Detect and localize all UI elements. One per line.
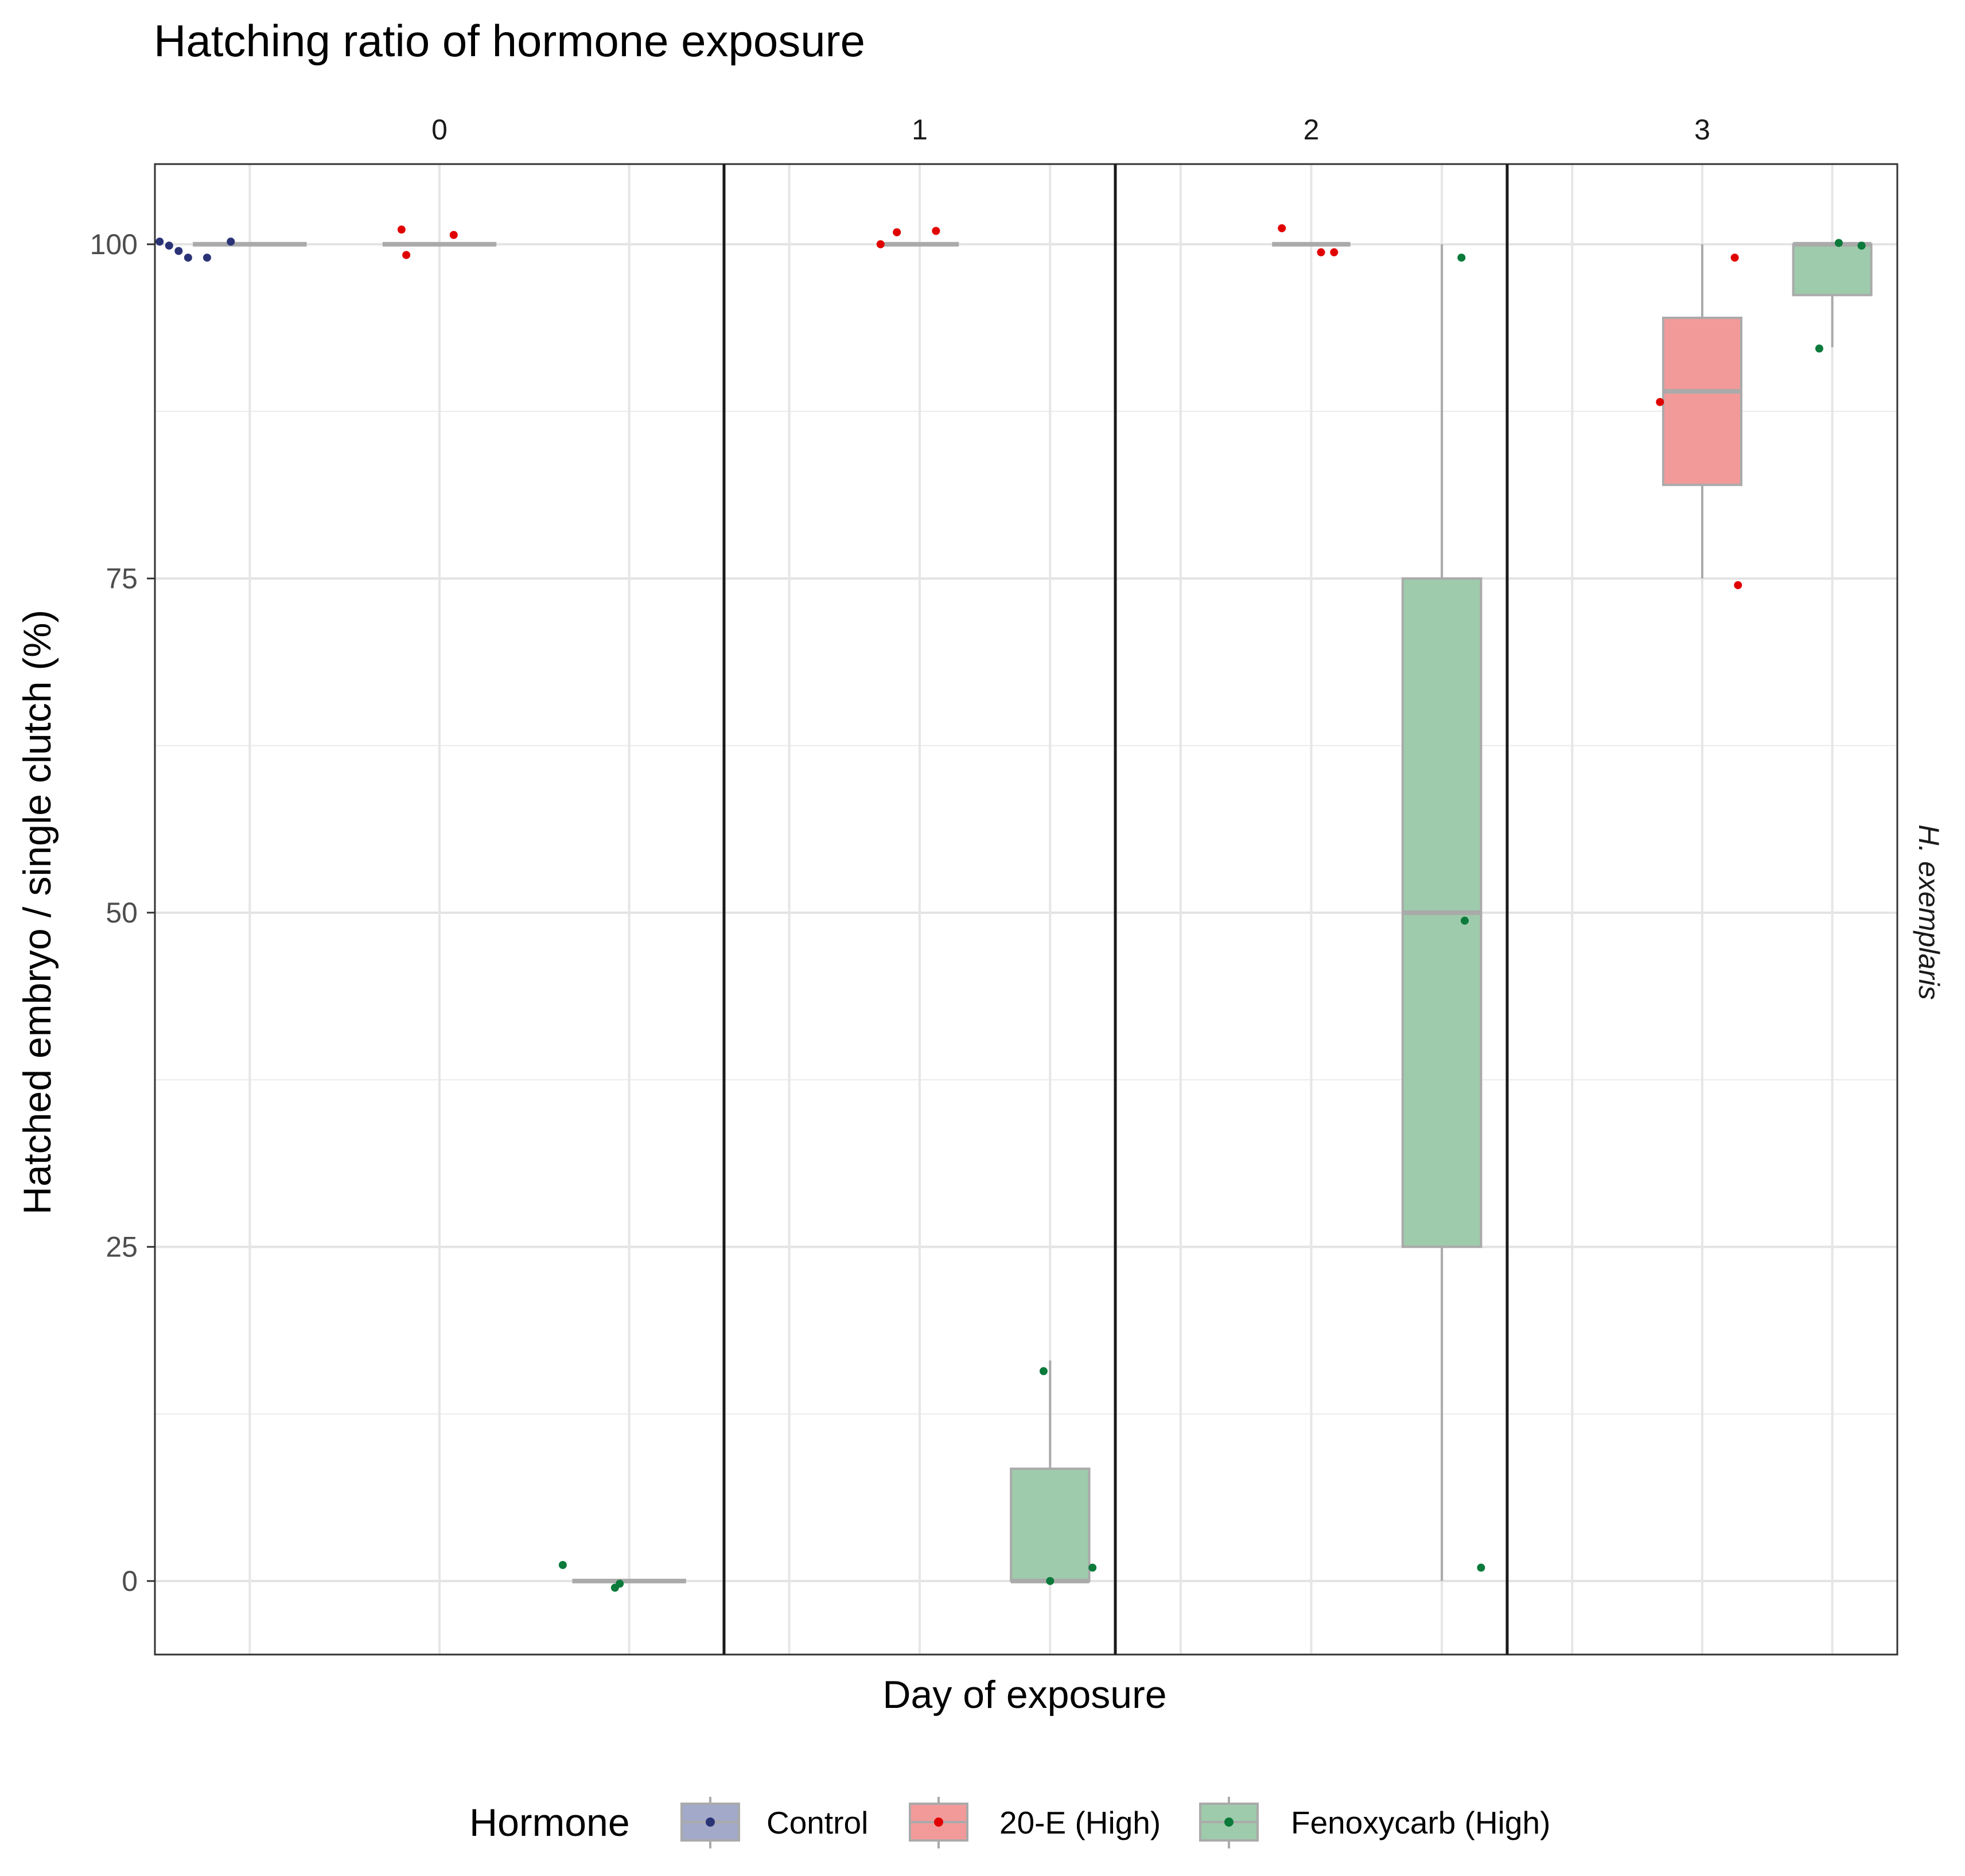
data-point (449, 231, 458, 239)
data-point (1835, 239, 1843, 247)
legend-label: 20-E (High) (999, 1805, 1161, 1840)
data-point (1457, 254, 1466, 262)
box-body (1662, 316, 1742, 486)
data-point (876, 240, 885, 248)
box-fenoxycarb-high--day-3 (1792, 242, 1873, 348)
facet-panels (154, 163, 1898, 1656)
y-tick-label: 50 (106, 897, 138, 929)
legend-key-point (1224, 1817, 1234, 1827)
legend-key-point (706, 1817, 715, 1827)
data-point (1730, 254, 1739, 262)
y-axis: 0 25 50 75 100 (90, 228, 155, 1597)
facet-panel-3 (1506, 163, 1898, 1656)
data-point (932, 227, 940, 235)
facet-label-0: 0 (431, 114, 448, 146)
legend-key-fenoxycarb-high- (1199, 1797, 1259, 1848)
y-axis-title: Hatched embryo / single clutch (%) (15, 610, 59, 1215)
legend-key-control (680, 1797, 740, 1848)
data-point (155, 238, 164, 246)
data-point (1477, 1563, 1485, 1572)
data-point (227, 238, 235, 246)
y-tick-label: 75 (106, 562, 138, 594)
facet-panel-1 (723, 163, 1116, 1656)
y-tick-label: 100 (90, 228, 138, 260)
legend-label: Control (766, 1805, 868, 1840)
legend-key-20-e-high- (909, 1797, 968, 1848)
data-point (1046, 1577, 1055, 1585)
data-point (1088, 1563, 1097, 1572)
data-point (1461, 916, 1469, 925)
data-point (558, 1560, 567, 1569)
data-point (1857, 242, 1866, 250)
legend-label: Fenoxycarb (High) (1291, 1805, 1550, 1840)
data-point (1039, 1367, 1048, 1376)
facet-strip-labels: 0 1 2 3 (431, 114, 1710, 146)
x-axis-title: Day of exposure (882, 1673, 1166, 1717)
legend-key-point (934, 1817, 943, 1827)
facet-panel-2 (1114, 163, 1508, 1656)
facet-label-1: 1 (912, 114, 928, 146)
box-body (1010, 1468, 1091, 1582)
data-point (893, 228, 901, 236)
box-fenoxycarb-high--day-2 (1401, 244, 1482, 1581)
data-point (1317, 248, 1325, 256)
data-point (174, 247, 183, 255)
data-point (402, 251, 411, 259)
legend-title: Hormone (469, 1801, 630, 1844)
y-tick-label: 0 (122, 1565, 138, 1597)
facet-row-label: H. exemplaris (1913, 824, 1945, 1000)
data-point (397, 225, 406, 234)
data-point (1656, 398, 1664, 406)
chart-title: Hatching ratio of hormone exposure (154, 15, 865, 66)
data-point (616, 1579, 624, 1588)
data-point (1278, 224, 1286, 232)
y-tick-label: 25 (106, 1231, 138, 1263)
data-point (1815, 344, 1823, 353)
data-point (184, 254, 192, 262)
box-body (1792, 243, 1873, 297)
data-point (1734, 581, 1742, 589)
data-point (165, 242, 173, 250)
data-point (1330, 248, 1338, 256)
data-point (203, 254, 211, 262)
facet-label-2: 2 (1303, 114, 1320, 146)
box-fenoxycarb-high--day-1 (1010, 1360, 1091, 1583)
legend: Hormone Control 20-E (High) Fenoxycarb (Hi… (469, 1797, 1550, 1848)
facet-label-3: 3 (1694, 114, 1710, 146)
facet-panel-0 (154, 163, 725, 1656)
